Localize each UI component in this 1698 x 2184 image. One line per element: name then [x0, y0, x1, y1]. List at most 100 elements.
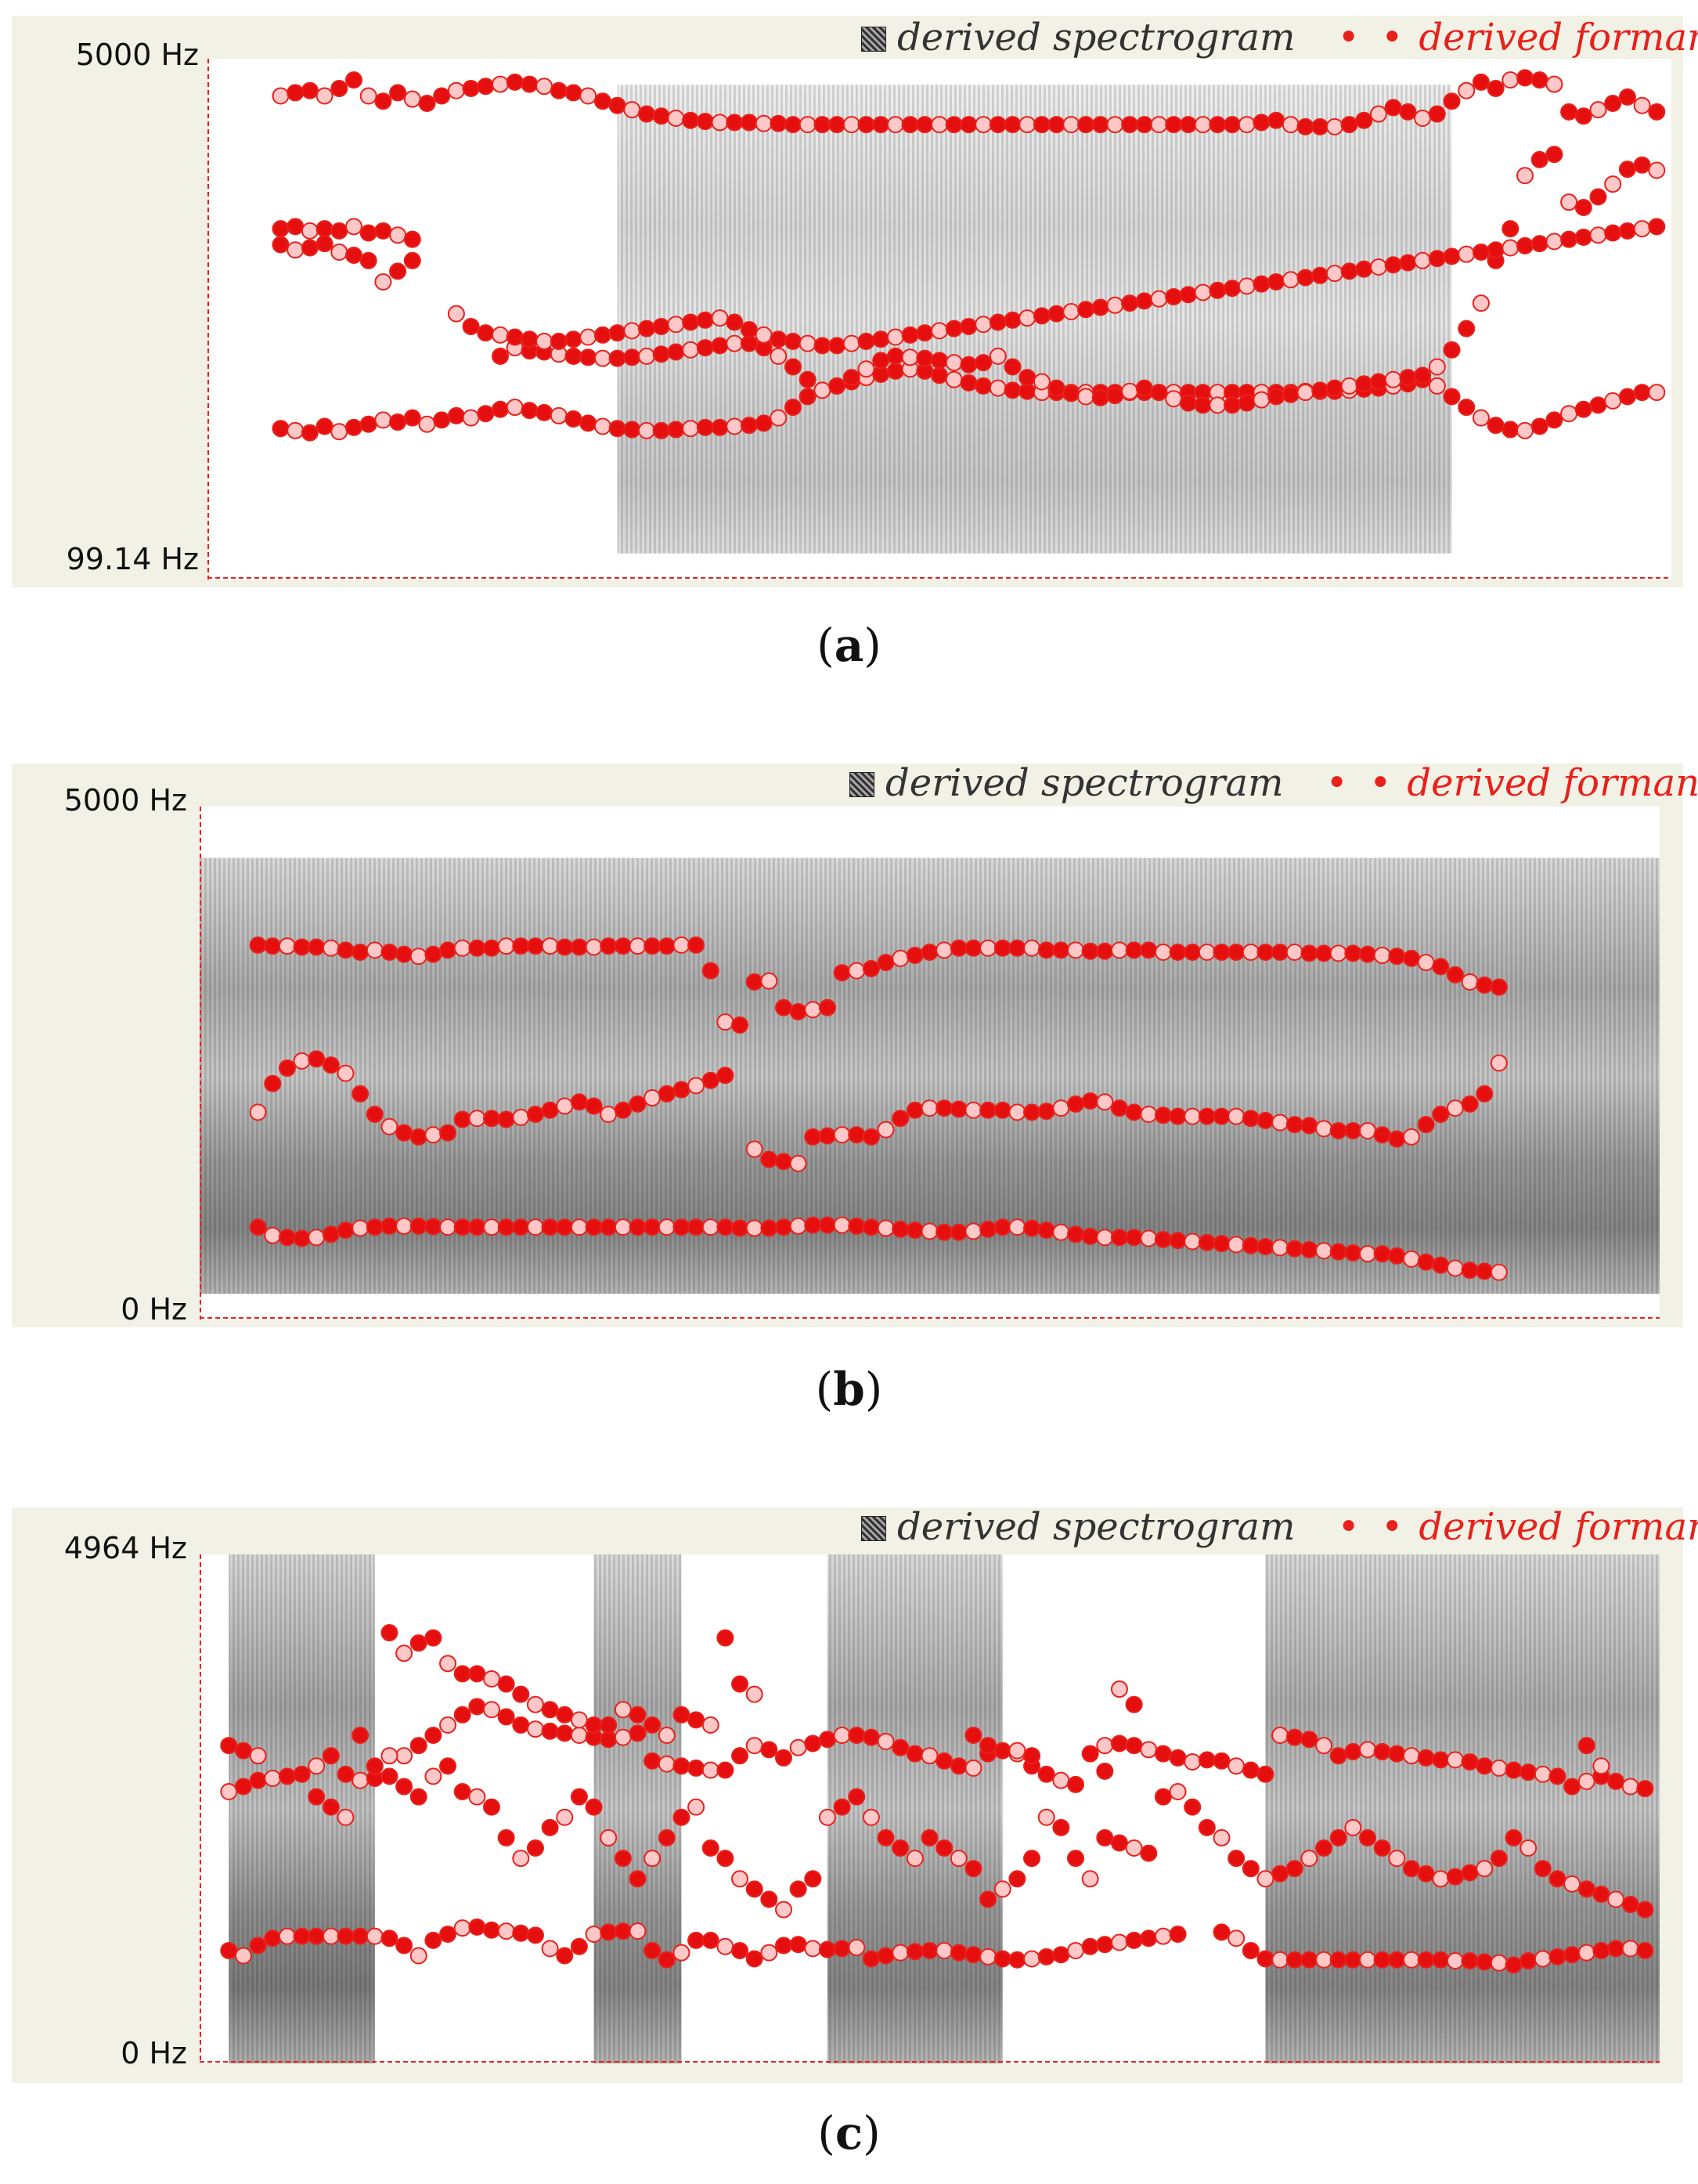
formant-point [1344, 1818, 1362, 1836]
formant-point [293, 1765, 311, 1783]
formant-point [272, 236, 290, 254]
formant-point [979, 1890, 997, 1908]
formant-point [380, 1930, 398, 1948]
formant-point [220, 1783, 238, 1801]
formant-chart-svg [200, 1554, 1660, 2063]
formant-point [1476, 1953, 1494, 1971]
formant-point [1560, 193, 1578, 211]
formant-point [374, 273, 392, 291]
formant-chart-svg [200, 807, 1660, 1319]
formant-point [424, 1726, 442, 1744]
formant-point [614, 1701, 632, 1719]
formant-point [512, 1716, 530, 1734]
formant-point [249, 1218, 267, 1236]
formant-point [1490, 1850, 1508, 1868]
formant-point [1285, 1860, 1303, 1878]
panel-a: 5000 Hz 99.14 Hz derived spectrogram • • d… [0, 0, 1698, 689]
formant-point [906, 1745, 924, 1763]
formant-point [1417, 1116, 1435, 1134]
formant-point [322, 1798, 340, 1816]
formant-point [989, 347, 1007, 365]
formant-point [1461, 1095, 1479, 1113]
formant-point [760, 1741, 778, 1759]
formant-point [828, 377, 846, 395]
formant-point [687, 1931, 705, 1949]
formant-point [1344, 1951, 1362, 1969]
formant-point [374, 92, 392, 110]
formant-point [775, 1901, 792, 1919]
formant-point [745, 1737, 763, 1755]
spectrogram-band [229, 1554, 375, 2063]
formant-point [424, 1767, 442, 1785]
formant-point [308, 1757, 326, 1775]
formant-point [1125, 1839, 1143, 1857]
formant-point [1589, 188, 1607, 206]
formant-point [1428, 377, 1446, 395]
formant-point [658, 1755, 676, 1773]
formant-point [395, 1644, 413, 1662]
formant-point [950, 1757, 968, 1775]
formant-point [1256, 1870, 1274, 1888]
formant-point [1300, 1850, 1318, 1868]
formant-point [541, 1818, 559, 1836]
formant-point [278, 1060, 296, 1078]
formant-point [1096, 1737, 1114, 1755]
formant-point [409, 1788, 427, 1806]
formant-point [789, 1936, 807, 1954]
formant-point [1443, 92, 1461, 110]
formant-point [380, 1747, 398, 1765]
formant-point [409, 1737, 427, 1755]
formant-point [322, 1056, 340, 1074]
formant-point [1315, 1839, 1333, 1857]
formant-point [600, 1923, 618, 1941]
formant-point [862, 1950, 880, 1968]
formant-point [1228, 1850, 1246, 1868]
formant-point [1184, 1753, 1202, 1771]
formant-point [804, 1940, 822, 1958]
formant-point [351, 1726, 370, 1744]
formant-point [1574, 107, 1592, 125]
formant-point [1300, 1731, 1318, 1749]
formant-point [395, 1778, 413, 1796]
formant-point [1577, 1944, 1595, 1962]
formant-point [483, 1921, 500, 1939]
formant-point [731, 1675, 749, 1693]
formant-point [418, 94, 436, 112]
formant-point [745, 1950, 763, 1968]
formant-point [1359, 1951, 1376, 1969]
y-axis-top-label: 5000 Hz [63, 783, 187, 818]
formant-point [1359, 1828, 1376, 1846]
formant-point [1271, 1865, 1289, 1883]
formant-point [993, 1880, 1011, 1898]
formant-point [716, 1761, 734, 1779]
formant-point [1110, 1680, 1128, 1698]
formant-point [1534, 1860, 1552, 1878]
formant-point [1355, 111, 1373, 129]
formant-point [1169, 1926, 1187, 1944]
formant-point [264, 1930, 282, 1948]
formant-point [512, 1924, 530, 1942]
formant-point [1592, 1885, 1610, 1903]
formant-point [644, 1716, 662, 1734]
formant-point [1574, 198, 1592, 216]
formant-point [614, 1728, 632, 1746]
formant-point [585, 1798, 603, 1816]
formant-point [1458, 81, 1476, 99]
formant-point [760, 1944, 778, 1962]
formant-point [1198, 1751, 1216, 1769]
formant-point [629, 1095, 647, 1113]
formant-point [234, 1778, 252, 1796]
formant-point [818, 998, 836, 1016]
formant-point [301, 81, 319, 99]
formant-point [877, 1732, 895, 1750]
formant-point [337, 1927, 355, 1945]
formant-point [1548, 1870, 1566, 1888]
formant-point [1402, 1128, 1420, 1146]
formant-point [906, 1850, 924, 1868]
formant-point [1242, 1860, 1260, 1878]
formant-point [1502, 220, 1520, 238]
formant-point [1125, 1737, 1143, 1755]
formant-legend-dots-icon: • • [1337, 1505, 1408, 1549]
formant-point [462, 317, 480, 335]
formant-chart-svg [207, 59, 1671, 579]
